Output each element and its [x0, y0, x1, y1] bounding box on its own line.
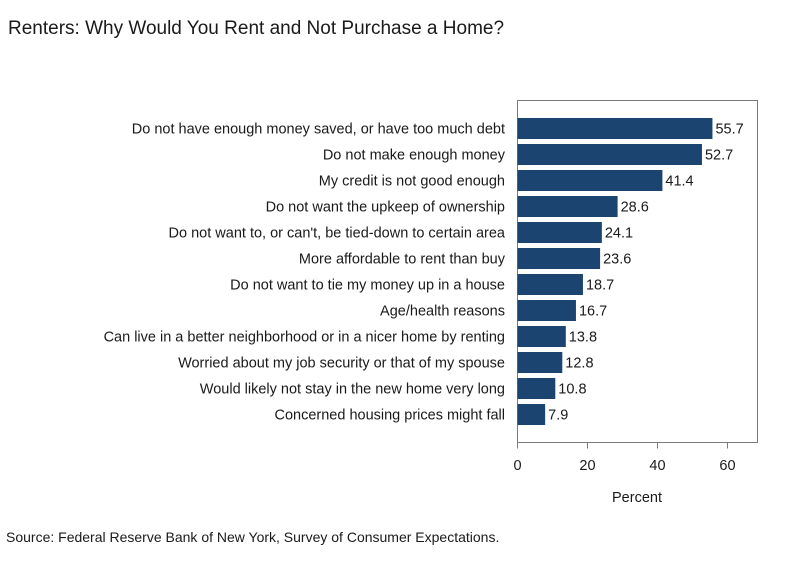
bar — [517, 118, 713, 139]
category-label: Do not have enough money saved, or have … — [132, 122, 505, 138]
category-label: Do not want the upkeep of ownership — [266, 200, 505, 216]
category-label: My credit is not good enough — [319, 174, 505, 190]
x-tick-label: 20 — [579, 458, 595, 474]
category-label: Would likely not stay in the new home ve… — [200, 382, 505, 398]
bar — [517, 222, 602, 243]
value-label: 13.8 — [569, 330, 597, 346]
x-tick-label: 60 — [719, 458, 735, 474]
x-tick-label: 0 — [513, 458, 521, 474]
value-label: 41.4 — [665, 174, 693, 190]
value-label: 23.6 — [603, 252, 631, 268]
bar — [517, 144, 702, 165]
bar — [517, 248, 601, 269]
bar — [517, 404, 546, 425]
x-axis-title: Percent — [612, 490, 662, 506]
bar — [517, 170, 663, 191]
category-label: Do not want to, or can't, be tied-down t… — [169, 226, 506, 242]
value-label: 7.9 — [548, 408, 568, 424]
value-label: 28.6 — [621, 200, 649, 216]
bar — [517, 196, 618, 217]
category-label: Concerned housing prices might fall — [274, 408, 505, 424]
plot-frame — [517, 100, 758, 443]
source-note: Source: Federal Reserve Bank of New York… — [6, 529, 500, 545]
value-label: 16.7 — [579, 304, 607, 320]
x-axis-ticks: 0 20 40 60 — [513, 442, 736, 474]
bar — [517, 352, 563, 373]
value-labels: 55.7 52.7 41.4 28.6 24.1 23.6 18.7 16.7 13.8 12.8… — [548, 122, 744, 424]
bars-layer — [517, 118, 713, 425]
value-label: 24.1 — [605, 226, 633, 242]
value-label: 18.7 — [586, 278, 614, 294]
category-label: Do not make enough money — [323, 148, 506, 164]
bar — [517, 300, 576, 321]
chart-title: Renters: Why Would You Rent and Not Purc… — [8, 18, 505, 39]
value-label: 55.7 — [715, 122, 743, 138]
value-label: 52.7 — [705, 148, 733, 164]
category-label: Worried about my job security or that of… — [178, 356, 505, 372]
bar — [517, 326, 566, 347]
category-labels: Do not have enough money saved, or have … — [104, 122, 506, 424]
value-label: 12.8 — [565, 356, 593, 372]
category-label: More affordable to rent than buy — [299, 252, 506, 268]
x-tick-label: 40 — [649, 458, 665, 474]
bar — [517, 274, 583, 295]
bar — [517, 378, 556, 399]
value-label: 10.8 — [558, 382, 586, 398]
category-label: Can live in a better neighborhood or in … — [104, 330, 505, 346]
category-label: Do not want to tie my money up in a hous… — [230, 278, 505, 294]
category-label: Age/health reasons — [380, 304, 505, 320]
